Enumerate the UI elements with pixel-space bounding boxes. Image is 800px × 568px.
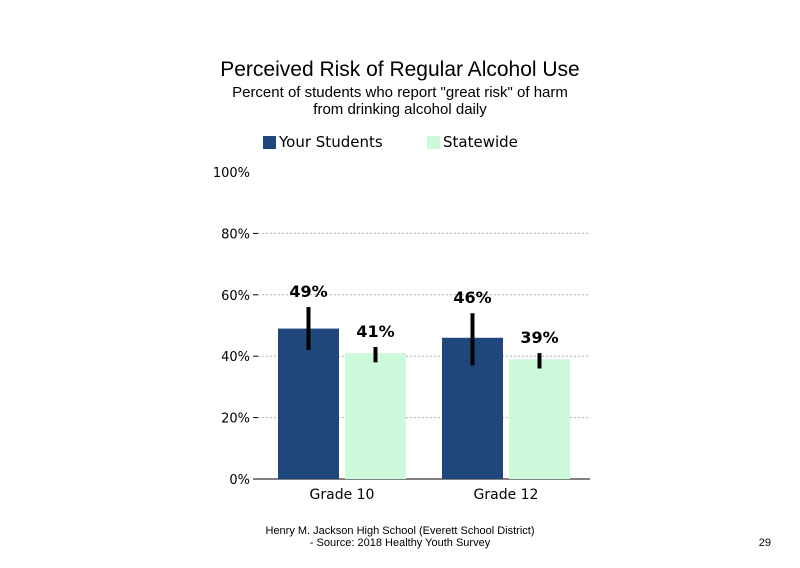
- bar: [345, 353, 406, 479]
- legend-swatch-statewide: [427, 135, 440, 149]
- bar: [278, 328, 339, 479]
- legend-label-statewide: Statewide: [443, 133, 518, 151]
- chart-subtitle: Percent of students who report "great ri…: [0, 84, 800, 118]
- subtitle-line-1: Percent of students who report "great ri…: [232, 84, 568, 101]
- data-label: 49%: [289, 282, 327, 301]
- x-tick-label: Grade 12: [474, 487, 539, 503]
- footer-line-2: - Source: 2018 Healthy Youth Survey: [309, 537, 491, 549]
- legend-swatch-your-students: [263, 135, 276, 149]
- subtitle-line-2: from drinking alcohol daily: [313, 101, 487, 118]
- y-tick-label: 0%: [229, 473, 250, 488]
- data-label: 39%: [520, 328, 558, 347]
- y-tick-label: 80%: [221, 227, 250, 242]
- data-label: 46%: [453, 288, 491, 307]
- legend-item-your-students: Your Students: [263, 133, 383, 151]
- chart-title: Perceived Risk of Regular Alcohol Use: [220, 58, 580, 81]
- legend-label-your-students: Your Students: [279, 133, 383, 151]
- bar: [509, 359, 570, 479]
- y-tick-label: 40%: [221, 350, 250, 365]
- footer-line-1: Henry M. Jackson High School (Everett Sc…: [265, 525, 535, 537]
- x-tick-label: Grade 10: [310, 487, 375, 503]
- y-tick-label: 20%: [221, 412, 250, 427]
- data-label: 41%: [356, 322, 394, 341]
- footer: Henry M. Jackson High School (Everett Sc…: [0, 525, 800, 549]
- legend-item-statewide: Statewide: [427, 133, 518, 151]
- page-number: 29: [758, 537, 771, 549]
- y-tick-label: 60%: [221, 289, 250, 304]
- y-tick-label: 100%: [213, 166, 250, 181]
